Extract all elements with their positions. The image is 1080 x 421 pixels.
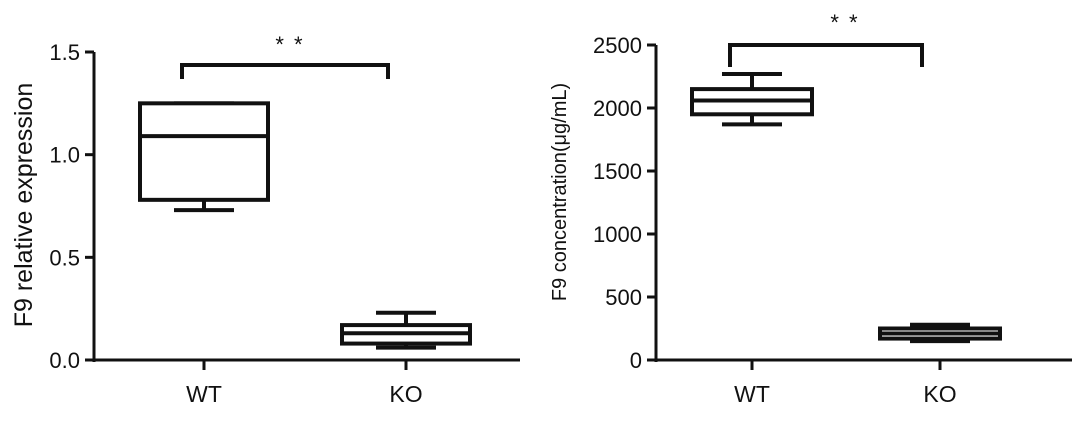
- right-significance-label: * *: [830, 10, 859, 35]
- left-significance-label: * *: [275, 32, 304, 57]
- left-box-ko: [340, 310, 472, 350]
- right-x-tick-label: WT: [734, 381, 770, 407]
- left-y-tick-label: 1.5: [49, 40, 80, 65]
- left-box-wt-iqr-rect: [138, 101, 270, 202]
- right-y-tick-label: 1000: [593, 222, 642, 247]
- right-y-tick-label: 2000: [593, 96, 642, 121]
- left-significance-bracket: [180, 63, 390, 79]
- right-box-wt: [690, 71, 814, 127]
- left-y-tick-label: 0.5: [49, 245, 80, 270]
- left-x-tick-label: WT: [186, 381, 222, 407]
- right-y-tick-label: 2500: [593, 33, 642, 58]
- right-y-tick-label: 0: [630, 348, 642, 373]
- left-x-tick-label: KO: [389, 381, 422, 407]
- left-box-wt: [138, 101, 270, 213]
- left-y-axis-title: F9 relative expression: [10, 83, 38, 328]
- right-y-tick-label: 500: [605, 285, 642, 310]
- left-chart: F9 relative expression * * 0.0 0.5 1.0 1.5 W…: [10, 32, 520, 407]
- right-significance-bracket: [728, 43, 924, 67]
- right-y-tick-label: 1500: [593, 159, 642, 184]
- left-y-tick-label: 0.0: [49, 348, 80, 373]
- left-y-tick-label: 1.0: [49, 143, 80, 168]
- right-y-axis-title: F9 concentration(μg/mL): [549, 83, 571, 301]
- right-chart: F9 concentration(μg/mL) * * 0 500 1000 1500…: [549, 10, 1072, 407]
- right-x-tick-label: KO: [923, 381, 956, 407]
- right-box-ko: [878, 322, 1002, 344]
